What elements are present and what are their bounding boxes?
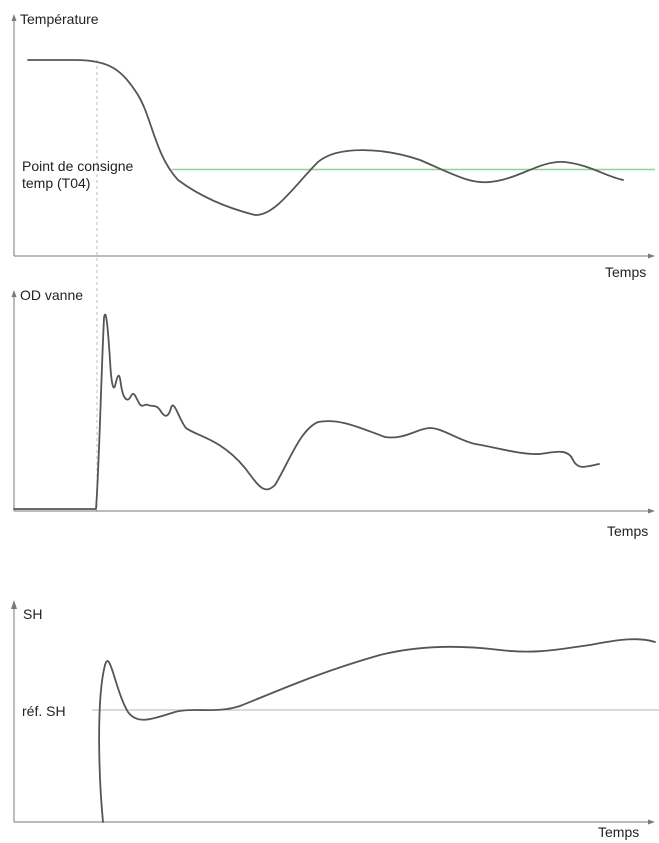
temperature-setpoint-label: Point de consigne temp (T04) (22, 158, 134, 191)
temperature-y-arrow (11, 14, 17, 21)
temperature-x-arrow (648, 253, 655, 259)
superheat-panel (11, 600, 659, 825)
temperature-axis-title: Température (20, 11, 99, 27)
superheat-axis-title: SH (23, 606, 43, 622)
valve-time-axis-label: Temps (607, 523, 649, 539)
temperature-time-axis-label: Temps (605, 264, 647, 280)
valve-panel (11, 290, 655, 514)
superheat-y-arrow (11, 600, 17, 609)
superheat-time-axis-label: Temps (598, 824, 640, 840)
valve-x-arrow (648, 508, 655, 514)
valve-y-arrow (11, 290, 17, 297)
superheat-x-arrow (648, 819, 655, 825)
valve-opening-curve (13, 313, 600, 510)
superheat-curve (98, 638, 656, 823)
superheat-reference-label: réf. SH (22, 703, 66, 719)
valve-opening-axis-title: OD vanne (20, 287, 84, 303)
temperature-panel (11, 14, 655, 259)
temperature-curve (27, 59, 624, 216)
